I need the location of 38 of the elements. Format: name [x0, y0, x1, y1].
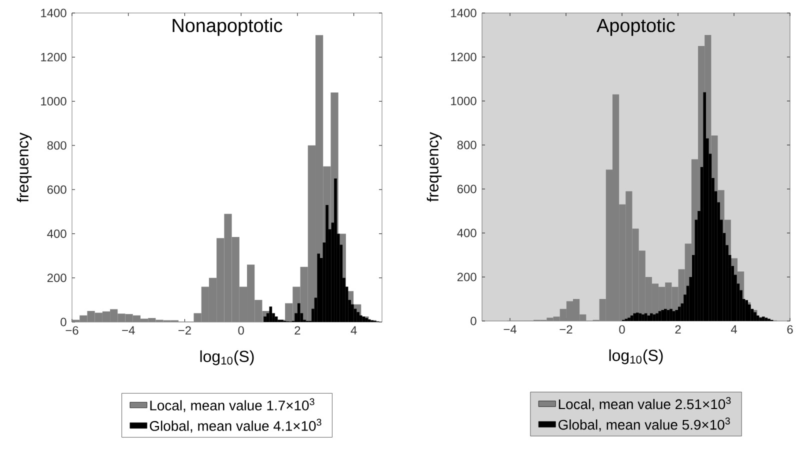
y-tick-label: 800: [47, 141, 66, 150]
x-tick-label: 4: [730, 325, 737, 334]
y-tick-label: 1000: [41, 97, 66, 106]
x-tick-label: −4: [504, 325, 516, 334]
chart-title: Nonapoptotic: [172, 18, 282, 36]
y-tick-label: 1400: [41, 8, 66, 18]
x-tick-label: 0: [238, 326, 244, 335]
y-tick-label: 1200: [451, 52, 476, 62]
x-tick-label: 2: [294, 326, 300, 335]
x-tick-label: 0: [619, 325, 625, 334]
y-tick-label: 1000: [451, 96, 476, 106]
x-tick-label: −6: [66, 326, 78, 335]
y-tick-label: 200: [457, 272, 476, 282]
y-axis-title: frequency: [16, 132, 32, 202]
legend-label: Global, mean value 4.1×10$^{3}$: [150, 418, 322, 433]
y-axis-title: frequency: [426, 132, 442, 202]
x-tick-label: 4: [350, 326, 357, 334]
legend-label: Global, mean value 5.9×10$^{3}$: [558, 418, 730, 432]
x-tick-label: 2: [675, 325, 681, 334]
x-tick-label: 6: [787, 325, 793, 334]
y-tick-label: 600: [47, 185, 66, 194]
x-axis-title: log$_{10}$(S): [200, 350, 254, 366]
y-tick-label: 1200: [41, 52, 66, 62]
chart-title: Apoptotic: [596, 18, 675, 36]
y-tick-label: 800: [457, 140, 476, 150]
y-tick-label: 0: [470, 316, 476, 326]
y-tick-label: 600: [457, 184, 476, 194]
y-tick-label: 0: [60, 318, 66, 326]
x-tick-label: −2: [178, 326, 191, 335]
y-tick-label: 200: [47, 274, 66, 282]
x-tick-label: −2: [560, 325, 572, 334]
legend-label: Local, mean value 1.7×10$^{3}$: [150, 398, 314, 412]
y-tick-label: 1400: [451, 8, 476, 18]
x-axis-title: log$_{10}$(S): [609, 349, 663, 364]
x-tick-label: −4: [122, 326, 135, 334]
y-tick-label: 400: [47, 229, 66, 238]
legend-label: Local, mean value 2.51×10$^{3}$: [558, 397, 731, 411]
y-tick-label: 400: [457, 228, 476, 238]
